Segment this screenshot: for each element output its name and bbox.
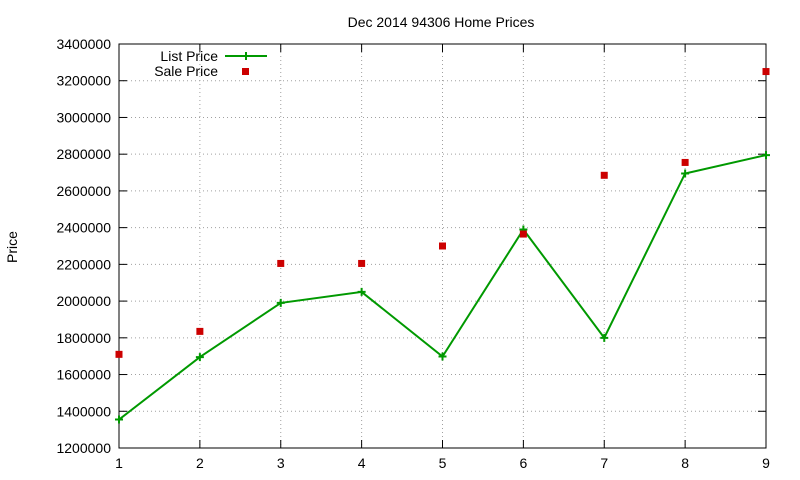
legend-label-sale-price: Sale Price <box>154 63 218 79</box>
y-axis-label: Price <box>4 231 20 263</box>
y-tick-label: 2000000 <box>56 293 111 309</box>
legend-marker-list-price <box>242 52 250 60</box>
y-tick-label: 1800000 <box>56 330 111 346</box>
sale-price-point <box>519 230 527 238</box>
list-price-line <box>118 154 767 421</box>
y-tick-label: 2800000 <box>56 146 111 162</box>
legend-label-list-price: List Price <box>160 48 218 64</box>
series <box>115 68 770 424</box>
y-tick-label: 2400000 <box>56 220 111 236</box>
grid <box>119 44 766 448</box>
y-tick-label: 2600000 <box>56 183 111 199</box>
sale-price-point <box>681 158 689 166</box>
x-tick-label: 8 <box>681 455 689 471</box>
y-tick-label: 2200000 <box>56 256 111 272</box>
list-price-point <box>600 333 609 342</box>
y-tick-label: 1200000 <box>56 440 111 456</box>
x-tick-label: 2 <box>196 455 204 471</box>
sale-price-point <box>439 242 446 250</box>
list-price-point <box>195 353 204 362</box>
legend: List Price Sale Price <box>154 48 267 79</box>
sale-price-point <box>115 350 123 358</box>
list-price-point <box>276 298 285 307</box>
list-price-point <box>762 151 770 160</box>
chart-title: Dec 2014 94306 Home Prices <box>348 14 535 30</box>
axes: 1200000 1400000 1600000 1800000 2000000 22000… <box>56 36 770 471</box>
y-tick-label: 1400000 <box>56 403 111 419</box>
y-tick-label: 3000000 <box>56 109 111 125</box>
list-price-point <box>357 287 366 296</box>
sale-price-point <box>600 171 608 179</box>
y-tick-label: 1600000 <box>56 367 111 383</box>
x-tick-label: 6 <box>519 455 527 471</box>
x-tick-label: 7 <box>600 455 608 471</box>
y-tick-label: 3400000 <box>56 36 111 52</box>
x-tick-label: 9 <box>762 455 770 471</box>
plot-border <box>118 43 767 449</box>
y-tick-label: 3200000 <box>56 73 111 89</box>
x-tick-label: 1 <box>115 455 123 471</box>
sale-price-point <box>277 259 285 267</box>
legend-marker-sale-price <box>242 68 249 75</box>
x-tick-label: 4 <box>358 455 366 471</box>
sale-price-point <box>762 68 770 76</box>
list-price-point <box>115 415 123 424</box>
x-tick-label: 5 <box>439 455 447 471</box>
sale-price-point <box>196 327 204 335</box>
x-tick-label: 3 <box>277 455 285 471</box>
list-price-point <box>681 169 690 178</box>
list-price-point <box>438 352 447 361</box>
sale-price-point <box>358 259 366 267</box>
